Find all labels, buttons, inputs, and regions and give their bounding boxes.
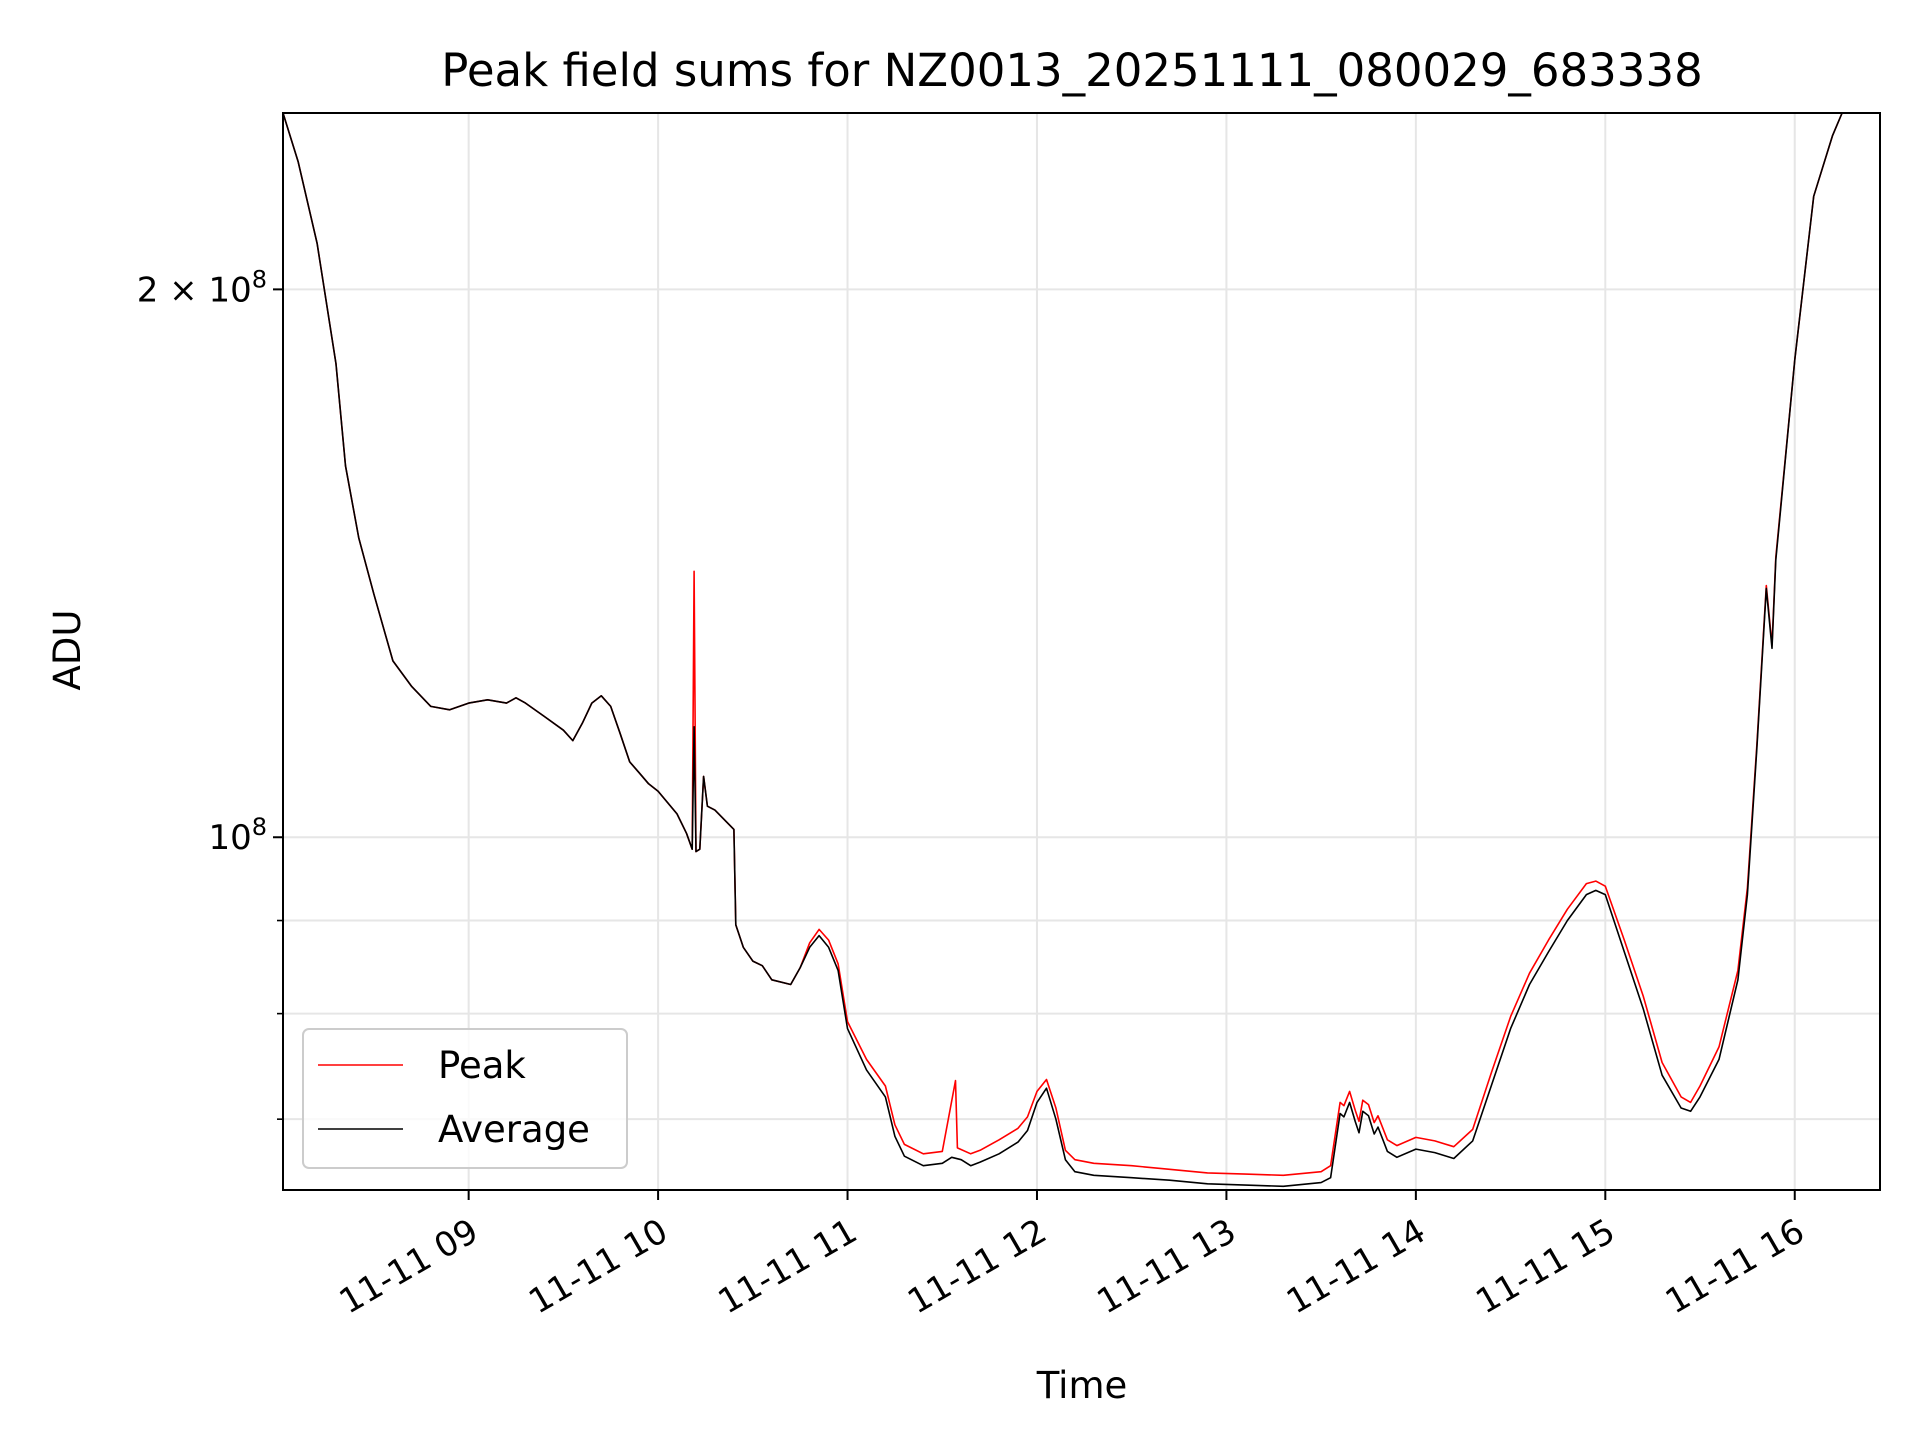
x-axis-label: Time	[1036, 1364, 1128, 1407]
legend: Peak Average	[302, 1028, 628, 1169]
legend-label-peak: Peak	[438, 1044, 526, 1087]
legend-label-average: Average	[438, 1108, 590, 1151]
x-tick-label: 11-11 12	[901, 1211, 1053, 1322]
legend-box	[302, 1028, 628, 1169]
series-group	[282, 112, 1843, 1188]
plot-frame	[282, 112, 1881, 1191]
y-tick-label: 2 × 108	[137, 265, 267, 310]
series-line-peak	[282, 112, 1843, 1177]
y-tick-label: 108	[208, 813, 267, 858]
x-tick-label: 11-11 11	[712, 1211, 864, 1322]
x-tick-label: 11-11 13	[1091, 1211, 1243, 1322]
x-tick-label: 11-11 10	[522, 1211, 674, 1322]
x-tick-label: 11-11 15	[1469, 1211, 1621, 1322]
y-axis-label: ADU	[46, 610, 89, 691]
y-axis-ticks: 108 2 × 108	[137, 265, 283, 1120]
x-tick-label: 11-11 14	[1280, 1211, 1432, 1322]
series-line-average	[282, 112, 1843, 1188]
x-tick-label: 11-11 16	[1659, 1211, 1811, 1322]
chart-title: Peak field sums for NZ0013_20251111_0800…	[441, 44, 1702, 97]
x-axis-ticks: 11-11 09 11-11 10 11-11 11 11-11 12 11-11 13…	[333, 1190, 1811, 1322]
x-tick-label: 11-11 09	[333, 1211, 485, 1322]
